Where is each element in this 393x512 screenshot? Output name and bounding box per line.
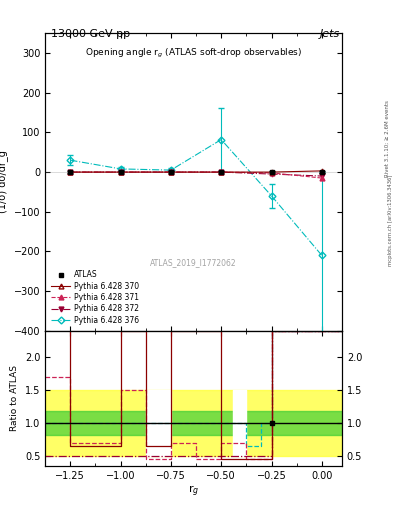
Bar	[45, 390, 342, 456]
Y-axis label: (1/σ) dσ/dr_g: (1/σ) dσ/dr_g	[0, 151, 8, 214]
Text: Rivet 3.1.10; ≥ 2.6M events: Rivet 3.1.10; ≥ 2.6M events	[385, 100, 390, 177]
Text: mcplots.cern.ch [arXiv:1306.3436]: mcplots.cern.ch [arXiv:1306.3436]	[387, 175, 393, 266]
Y-axis label: Ratio to ATLAS: Ratio to ATLAS	[10, 366, 19, 431]
Text: 13000 GeV pp: 13000 GeV pp	[51, 29, 130, 39]
Text: Jets: Jets	[320, 29, 340, 39]
Text: Opening angle r$_g$ (ATLAS soft-drop observables): Opening angle r$_g$ (ATLAS soft-drop obs…	[85, 47, 302, 60]
Legend: ATLAS, Pythia 6.428 370, Pythia 6.428 371, Pythia 6.428 372, Pythia 6.428 376: ATLAS, Pythia 6.428 370, Pythia 6.428 37…	[49, 268, 141, 327]
Text: ATLAS_2019_I1772062: ATLAS_2019_I1772062	[150, 258, 237, 267]
X-axis label: r$_g$: r$_g$	[188, 483, 199, 499]
Bar	[45, 411, 342, 435]
